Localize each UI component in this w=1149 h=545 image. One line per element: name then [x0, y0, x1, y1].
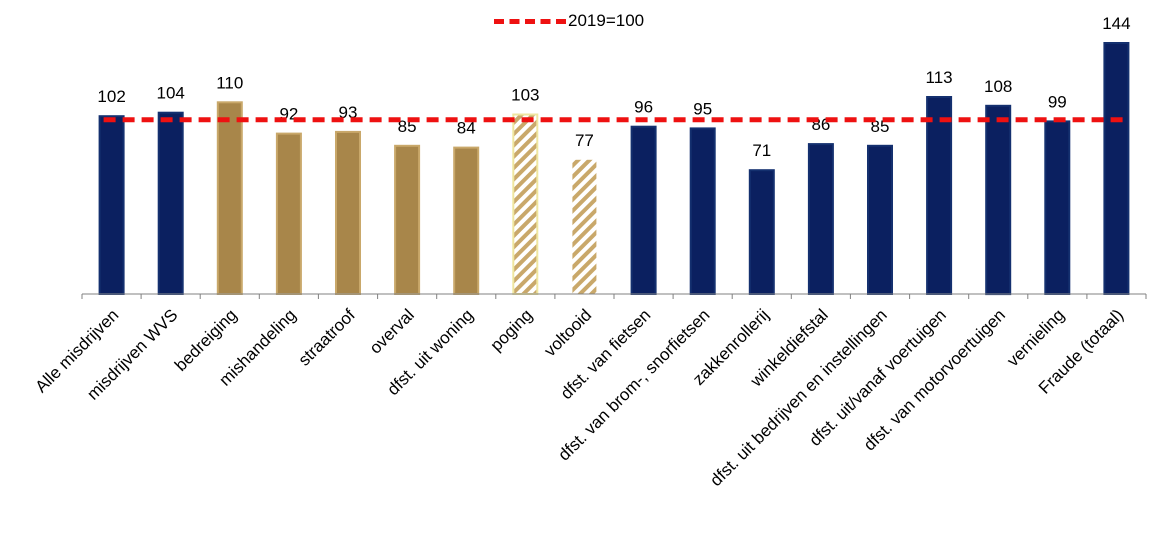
bar-zakkenrollerij	[748, 169, 775, 295]
value-label-alle-misdrijven: 102	[97, 87, 125, 106]
value-label-voltooid: 77	[575, 131, 594, 150]
value-label-dfst-uit-vanaf-voertuigen: 113	[926, 68, 953, 87]
category-label-straatroof: straatroof	[295, 305, 359, 369]
bar-poging	[512, 113, 539, 295]
legend-reference-label: 2019=100	[568, 11, 645, 30]
chart-legend: 2019=100	[494, 9, 644, 33]
value-label-dfst-van-fietsen: 96	[634, 98, 653, 117]
bar-dfst-uit-bedrijven-en-instellingen	[867, 144, 893, 295]
value-label-zakkenrollerij: 71	[752, 141, 771, 160]
category-label-poging: poging	[487, 305, 537, 355]
value-label-fraude-totaal: 144	[1102, 14, 1130, 33]
bar-dfst-uit-woning	[453, 146, 480, 295]
bar-dfst-van-brom-snorfietsen	[689, 127, 716, 295]
legend-reference-line-swatch	[494, 18, 566, 24]
value-label-vernieling: 99	[1048, 92, 1067, 111]
bar-misdrijven-wvs	[157, 111, 184, 295]
bars-group	[98, 42, 1130, 296]
bar-mishandeling	[275, 132, 302, 295]
value-label-misdrijven-wvs: 104	[157, 84, 185, 103]
x-axis	[81, 293, 1147, 299]
bar-winkeldiefstal	[807, 143, 834, 295]
value-label-poging: 103	[511, 86, 539, 105]
value-label-straatroof: 93	[339, 103, 358, 122]
bar-straatroof	[335, 130, 361, 295]
value-label-dfst-uit-woning: 84	[457, 119, 476, 138]
bar-dfst-uit-vanaf-voertuigen	[926, 96, 953, 295]
bar-overval	[394, 144, 421, 295]
bar-voltooid	[572, 159, 597, 294]
bar-bedreiging	[216, 101, 243, 295]
value-label-dfst-van-brom-snorfietsen: 95	[693, 99, 712, 118]
category-label-voltooid: voltooid	[540, 305, 595, 360]
value-label-dfst-van-motorvoertuigen: 108	[984, 77, 1012, 96]
bar-fraude-totaal	[1103, 42, 1130, 295]
bar-alle-misdrijven	[98, 115, 125, 295]
category-label-overval: overval	[366, 305, 418, 357]
bar-dfst-van-motorvoertuigen	[985, 104, 1012, 296]
value-label-bedreiging: 110	[216, 73, 243, 92]
bar-dfst-van-fietsen	[630, 125, 657, 295]
bar-vernieling	[1044, 120, 1071, 296]
